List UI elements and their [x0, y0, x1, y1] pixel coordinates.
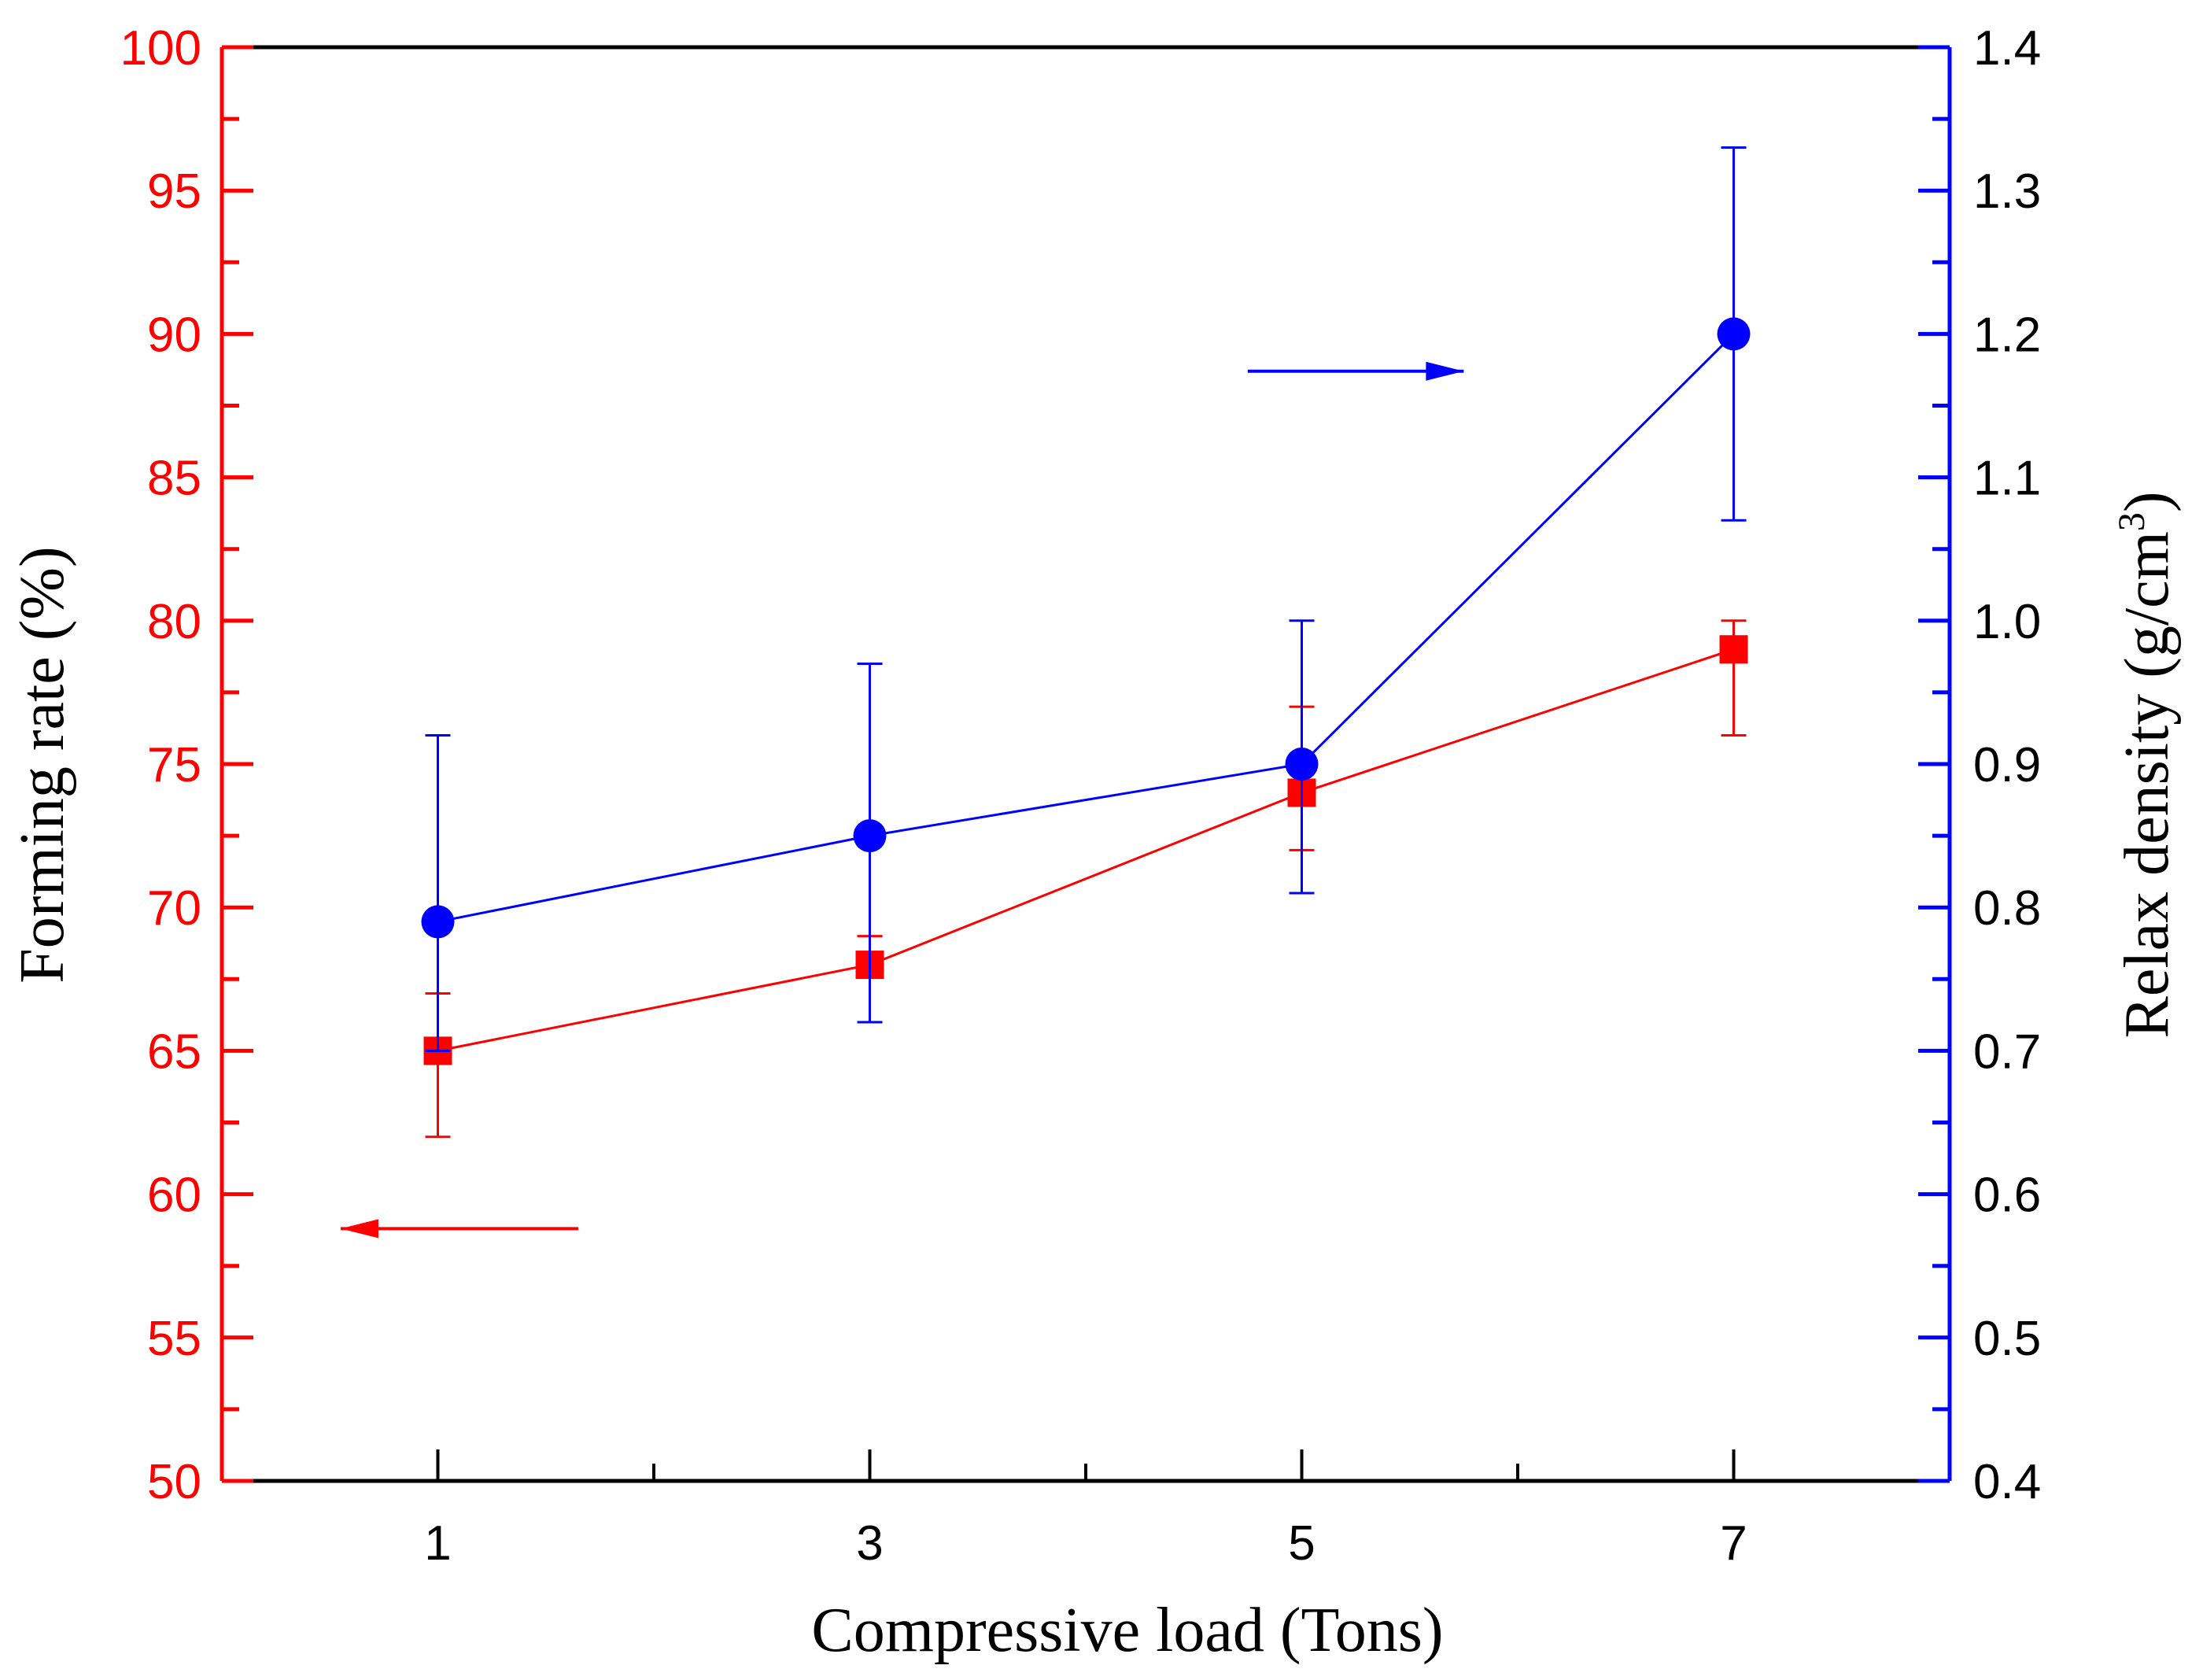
relax-density-marker — [853, 819, 887, 853]
y-right-tick-label: 0.4 — [1973, 1455, 2041, 1509]
y-right-tick-label: 1.1 — [1973, 452, 2041, 506]
y-right-axis-title-close: ) — [2113, 492, 2182, 513]
y-right-axis-title-superscript: 3 — [2111, 512, 2153, 531]
left-axis-arrow-head — [340, 1219, 378, 1239]
left-axis-arrow — [340, 1219, 578, 1239]
y-left-tick-label: 55 — [147, 1312, 201, 1366]
relax-density-marker — [1285, 748, 1319, 781]
annotations — [340, 361, 1464, 1239]
y-right-tick-label: 1.3 — [1973, 164, 2041, 219]
y-left-tick-label: 100 — [120, 21, 201, 76]
y-right-axis-title-main: Relax density (g/cm — [2113, 531, 2182, 1038]
x-axis-title: Compressive load (Tons) — [811, 1596, 1443, 1665]
y-right-tick-label: 0.7 — [1973, 1025, 2041, 1079]
right-axis-arrow-head — [1426, 361, 1464, 381]
plot-frame — [220, 45, 1952, 1483]
y-right-tick-label: 0.5 — [1973, 1312, 2041, 1366]
plot-data — [421, 146, 1751, 1139]
y-right-tick-label: 0.6 — [1973, 1169, 2041, 1223]
relax-density-marker — [421, 905, 455, 939]
y-left-tick-label: 70 — [147, 881, 201, 936]
y-right-tick-label: 0.8 — [1973, 881, 2041, 936]
x-tick-label: 7 — [1720, 1516, 1747, 1571]
y-left-tick-label: 80 — [147, 595, 201, 649]
series-relax-density — [421, 146, 1751, 1052]
x-tick-label: 5 — [1288, 1516, 1315, 1571]
axis-ticks — [222, 45, 1950, 1483]
y-left-tick-label: 75 — [147, 738, 201, 792]
y-right-tick-label: 1.0 — [1973, 595, 2041, 649]
forming-rate-marker — [1719, 635, 1748, 664]
x-tick-label: 3 — [856, 1516, 883, 1571]
right-axis-arrow — [1247, 361, 1464, 381]
x-tick-label: 1 — [424, 1516, 451, 1571]
y-left-tick-label: 60 — [147, 1169, 201, 1223]
relax-density-marker — [1717, 317, 1751, 351]
y-left-tick-label: 85 — [147, 452, 201, 506]
relax-density-line — [437, 333, 1735, 923]
y-right-tick-label: 0.9 — [1973, 738, 2041, 792]
y-right-axis-title: Relax density (g/cm3) — [2111, 492, 2182, 1039]
forming-rate-line — [437, 648, 1734, 1052]
y-right-tick-label: 1.2 — [1973, 308, 2041, 362]
y-left-tick-label: 90 — [147, 308, 201, 362]
y-left-tick-label: 95 — [147, 164, 201, 219]
y-right-tick-label: 1.4 — [1973, 21, 2041, 76]
y-left-tick-label: 50 — [147, 1455, 201, 1509]
tick-labels: 1 3 5 7 50 55 60 65 70 75 80 85 90 95 100 0.4 0.5 0.6 0.7 0… — [120, 21, 2042, 1571]
y-left-axis-title: Forming rate (%) — [8, 546, 77, 983]
y-left-tick-label: 65 — [147, 1025, 201, 1079]
series-forming-rate — [423, 619, 1748, 1139]
